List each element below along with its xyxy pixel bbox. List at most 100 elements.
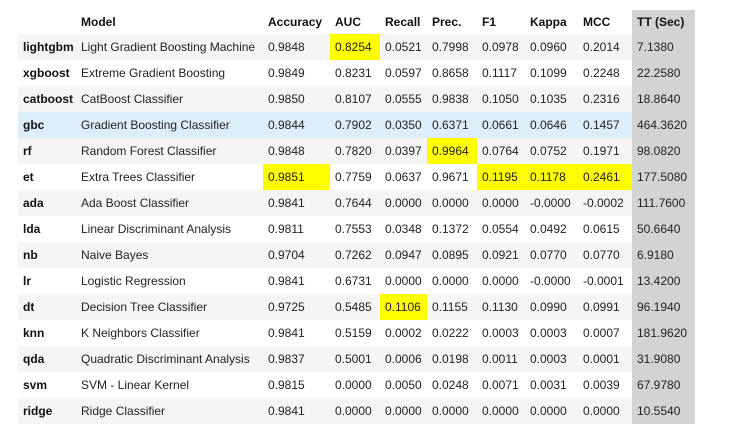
precision-cell: 0.9964 <box>427 138 477 164</box>
table-row: gbc Gradient Boosting Classifier 0.9844 0.7… <box>18 112 695 138</box>
accuracy-cell: 0.9844 <box>268 118 305 132</box>
table-row: rf Random Forest Classifier 0.9848 0.7820 0.… <box>18 138 695 164</box>
accuracy-cell: 0.9848 <box>268 144 305 158</box>
f1-cell: 0.0000 <box>482 274 519 288</box>
model-name-cell: Extreme Gradient Boosting <box>81 66 226 80</box>
model-name-cell: Logistic Regression <box>81 274 186 288</box>
kappa-cell: 0.0000 <box>530 404 567 418</box>
accuracy-cell: 0.9851 <box>263 164 330 190</box>
mcc-cell: 0.0001 <box>583 352 620 366</box>
recall-cell: 0.0000 <box>385 404 422 418</box>
table-row: knn K Neighbors Classifier 0.9841 0.5159 0.0… <box>18 320 695 346</box>
f1-cell: 0.1130 <box>482 300 518 314</box>
precision-cell: 0.0000 <box>432 274 469 288</box>
precision-cell: 0.0222 <box>432 326 469 340</box>
accuracy-cell: 0.9811 <box>268 222 304 236</box>
f1-cell: 0.1050 <box>482 92 519 106</box>
f1-cell: 0.0000 <box>482 196 519 210</box>
mcc-cell: 0.2014 <box>583 40 620 54</box>
mcc-cell: 0.1457 <box>583 118 620 132</box>
model-name-cell: Gradient Boosting Classifier <box>81 118 230 132</box>
table-row: svm SVM - Linear Kernel 0.9815 0.0000 0.0050… <box>18 372 695 398</box>
precision-cell: 0.0248 <box>432 378 469 392</box>
row-index-label: qda <box>23 352 45 366</box>
model-comparison-table: Model Accuracy AUC Recall Prec. F1 Kappa… <box>18 10 695 424</box>
kappa-cell: 0.0960 <box>530 40 567 54</box>
header-recall: Recall <box>385 15 421 29</box>
tt-sec-cell: 98.0820 <box>632 138 695 164</box>
table-header: Model Accuracy AUC Recall Prec. F1 Kappa… <box>18 10 695 34</box>
recall-cell: 0.0555 <box>385 92 422 106</box>
tt-sec-cell: 177.5080 <box>632 164 695 190</box>
mcc-cell: 0.2248 <box>583 66 620 80</box>
header-model: Model <box>81 15 116 29</box>
tt-sec-cell: 31.9080 <box>632 346 695 372</box>
mcc-cell: 0.0615 <box>583 222 620 236</box>
accuracy-cell: 0.9704 <box>268 248 305 262</box>
header-accuracy: Accuracy <box>268 15 323 29</box>
precision-cell: 0.0000 <box>432 196 469 210</box>
accuracy-cell: 0.9841 <box>268 274 305 288</box>
table-row: lda Linear Discriminant Analysis 0.9811 0.7… <box>18 216 695 242</box>
kappa-cell: 0.0492 <box>530 222 567 236</box>
f1-cell: 0.1117 <box>482 66 517 80</box>
model-name-cell: K Neighbors Classifier <box>81 326 200 340</box>
f1-cell: 0.0003 <box>482 326 519 340</box>
recall-cell: 0.0006 <box>385 352 422 366</box>
header-mcc: MCC <box>583 15 611 29</box>
kappa-cell: 0.0646 <box>530 118 567 132</box>
auc-cell: 0.7902 <box>335 118 372 132</box>
tt-sec-cell: 6.9180 <box>632 242 695 268</box>
auc-cell: 0.5001 <box>335 352 372 366</box>
header-f1: F1 <box>482 15 497 29</box>
kappa-cell: 0.0003 <box>530 326 567 340</box>
table-row: nb Naive Bayes 0.9704 0.7262 0.0947 0.0895 0.0… <box>18 242 695 268</box>
precision-cell: 0.6371 <box>432 118 469 132</box>
recall-cell: 0.0000 <box>385 274 422 288</box>
auc-cell: 0.8254 <box>330 34 380 60</box>
f1-cell: 0.0764 <box>482 144 519 158</box>
auc-cell: 0.7644 <box>335 196 372 210</box>
precision-cell: 0.1372 <box>432 222 469 236</box>
tt-sec-cell: 13.4200 <box>632 268 695 294</box>
mcc-cell: 0.2316 <box>583 92 620 106</box>
table-row: qda Quadratic Discriminant Analysis 0.9837… <box>18 346 695 372</box>
model-comparison-table-container: Model Accuracy AUC Recall Prec. F1 Kappa… <box>18 10 695 424</box>
precision-cell: 0.1155 <box>432 300 468 314</box>
tt-sec-cell: 67.9780 <box>632 372 695 398</box>
precision-cell: 0.0198 <box>432 352 469 366</box>
tt-sec-cell: 50.6640 <box>632 216 695 242</box>
auc-cell: 0.6731 <box>335 274 372 288</box>
header-kappa: Kappa <box>530 15 567 29</box>
f1-cell: 0.1195 <box>477 164 525 190</box>
row-index-label: et <box>23 170 34 184</box>
precision-cell: 0.0000 <box>432 404 469 418</box>
mcc-cell: 0.0991 <box>583 300 620 314</box>
kappa-cell: 0.1035 <box>530 92 567 106</box>
tt-sec-cell: 7.1380 <box>632 34 695 60</box>
auc-cell: 0.0000 <box>335 378 372 392</box>
mcc-cell: -0.0002 <box>583 196 624 210</box>
table-body: lightgbm Light Gradient Boosting Machine 0… <box>18 34 695 424</box>
mcc-cell: -0.0001 <box>583 274 624 288</box>
row-index-label: nb <box>23 248 38 262</box>
accuracy-cell: 0.9849 <box>268 66 305 80</box>
model-name-cell: Random Forest Classifier <box>81 144 217 158</box>
model-name-cell: Quadratic Discriminant Analysis <box>81 352 250 366</box>
table-row: ada Ada Boost Classifier 0.9841 0.7644 0.000… <box>18 190 695 216</box>
row-index-label: lr <box>23 274 32 288</box>
row-index-label: knn <box>23 326 45 340</box>
recall-cell: 0.0000 <box>385 196 422 210</box>
model-name-cell: Extra Trees Classifier <box>81 170 196 184</box>
accuracy-cell: 0.9850 <box>268 92 305 106</box>
kappa-cell: 0.0770 <box>530 248 567 262</box>
header-row: Model Accuracy AUC Recall Prec. F1 Kappa… <box>18 10 695 34</box>
row-index-label: dt <box>23 300 35 314</box>
header-index <box>18 10 76 34</box>
f1-cell: 0.0011 <box>482 352 518 366</box>
tt-sec-cell: 18.8640 <box>632 86 695 112</box>
row-index-label: svm <box>23 378 48 392</box>
table-row: lightgbm Light Gradient Boosting Machine 0… <box>18 34 695 60</box>
f1-cell: 0.0000 <box>482 404 519 418</box>
table-row: catboost CatBoost Classifier 0.9850 0.8107 0… <box>18 86 695 112</box>
